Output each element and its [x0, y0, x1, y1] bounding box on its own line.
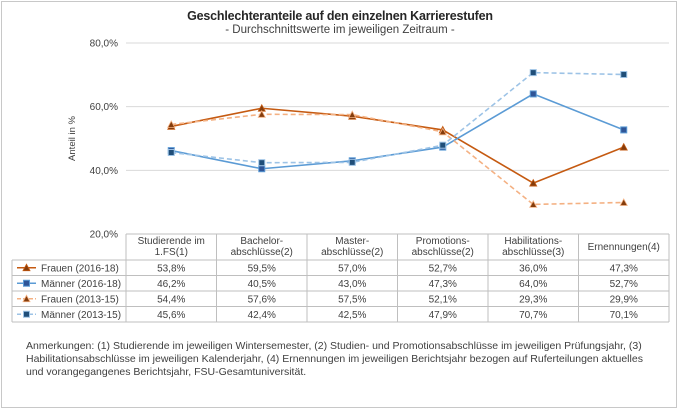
data-point: [620, 71, 628, 79]
series-line: [171, 93, 625, 170]
data-label: 54,4%: [157, 294, 185, 305]
data-label: 42,4%: [248, 310, 276, 321]
legend-marker: [22, 263, 31, 272]
y-tick-label: 20,0%: [90, 230, 118, 241]
data-point: [529, 200, 538, 208]
legend-marker: [22, 294, 31, 303]
data-label: 52,1%: [429, 294, 457, 305]
data-label: 52,7%: [610, 279, 638, 290]
x-category-label: 1.FS(1): [155, 247, 188, 258]
series-line: [171, 71, 624, 164]
data-label: 53,8%: [157, 263, 185, 274]
data-label: 57,5%: [338, 294, 366, 305]
data-label: 42,5%: [338, 310, 366, 321]
y-tick-label: 80,0%: [90, 39, 118, 50]
chart-title: Geschlechteranteile auf den einzelnen Ka…: [187, 9, 493, 23]
data-label: 29,3%: [519, 294, 547, 305]
data-label: 57,0%: [338, 263, 366, 274]
y-tick-label: 60,0%: [90, 102, 118, 113]
data-label: 45,6%: [157, 310, 185, 321]
data-point: [619, 142, 628, 151]
data-point: [620, 126, 628, 134]
data-label: 47,9%: [429, 310, 457, 321]
data-label: 70,7%: [519, 310, 547, 321]
data-point: [258, 159, 266, 167]
data-label: 64,0%: [519, 279, 547, 290]
x-category-label: abschlüsse(2): [321, 247, 383, 258]
data-point: [529, 90, 537, 98]
data-point: [348, 110, 357, 119]
data-point: [438, 127, 447, 136]
x-category-label: Promotions-: [416, 236, 470, 247]
data-label: 57,6%: [248, 294, 276, 305]
footnote: Anmerkungen: (1) Studierende im jeweilig…: [26, 340, 643, 378]
data-label: 47,3%: [429, 279, 457, 290]
legend-label: Männer (2013-15): [41, 310, 121, 321]
data-point: [167, 120, 176, 128]
chart-subtitle: - Durchschnittswerte im jeweiligen Zeitr…: [225, 24, 455, 36]
data-label: 43,0%: [338, 279, 366, 290]
y-tick-label: 40,0%: [90, 166, 118, 177]
data-point: [619, 198, 628, 206]
data-point: [257, 109, 266, 118]
x-category-label: Studierende im: [138, 236, 205, 247]
legend-marker: [23, 310, 30, 318]
data-point: [439, 141, 447, 149]
y-axis-label: Anteil in %: [67, 116, 78, 161]
data-label: 70,1%: [610, 310, 638, 321]
data-label: 29,9%: [610, 294, 638, 305]
data-point: [529, 69, 537, 77]
legend-label: Frauen (2013-15): [41, 294, 119, 305]
legend-label: Frauen (2016-18): [41, 263, 119, 274]
data-point: [167, 149, 175, 157]
data-label: 52,7%: [429, 263, 457, 274]
data-point: [258, 165, 266, 173]
series-line: [171, 107, 625, 184]
x-category-label: Ernennungen(4): [588, 242, 660, 253]
data-label: 46,2%: [157, 279, 185, 290]
data-label: 40,5%: [248, 279, 276, 290]
x-category-label: Bachelor-: [240, 236, 283, 247]
x-category-label: Habilitations-: [504, 236, 562, 247]
data-label: 47,3%: [610, 263, 638, 274]
x-category-label: abschlüsse(2): [231, 247, 293, 258]
data-point: [529, 178, 538, 187]
x-category-label: abschlüsse(3): [502, 247, 564, 258]
data-label: 36,0%: [519, 263, 547, 274]
series-line: [171, 113, 624, 206]
x-category-label: Master-: [335, 236, 369, 247]
x-category-label: abschlüsse(2): [412, 247, 474, 258]
data-point: [348, 158, 356, 166]
data-label: 59,5%: [248, 263, 276, 274]
legend-marker: [23, 279, 30, 287]
legend-label: Männer (2016-18): [41, 279, 121, 290]
